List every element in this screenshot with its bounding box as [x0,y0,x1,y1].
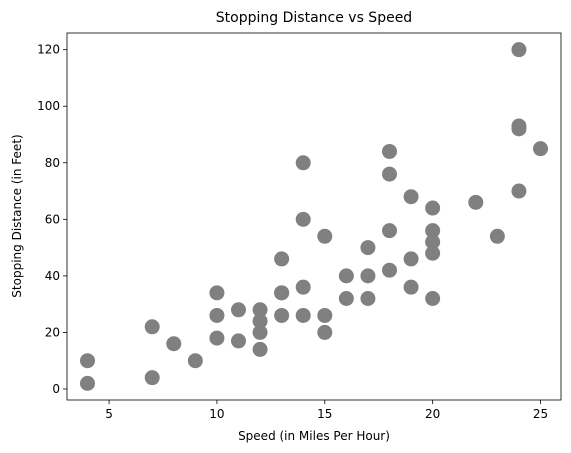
data-point [166,336,182,352]
data-point [317,324,333,340]
data-point [489,228,505,244]
data-point [295,279,311,295]
data-point [274,307,290,323]
data-point [425,290,441,306]
data-point [403,279,419,295]
axes-frame [66,32,562,401]
data-point [252,313,268,329]
y-tick-label: 40 [45,269,60,283]
data-point [382,262,398,278]
data-point [360,290,376,306]
y-tick-label: 120 [37,43,60,57]
data-point [209,330,225,346]
data-point [382,166,398,182]
x-tick-label: 20 [425,407,440,421]
x-tick-label: 25 [533,407,548,421]
data-point [209,307,225,323]
data-point [230,333,246,349]
data-point [425,245,441,261]
data-point [144,319,160,335]
data-point [533,141,549,157]
data-point [425,200,441,216]
data-point [79,353,95,369]
axis-ticks: 5 10 15 20 25 0 20 40 60 80 100 120 [37,43,548,421]
data-point [252,302,268,318]
data-point [425,234,441,250]
data-point [403,251,419,267]
data-point [274,251,290,267]
y-tick-label: 60 [45,212,60,226]
data-point [295,307,311,323]
data-point [338,268,354,284]
data-point [382,143,398,159]
chart-title: Stopping Distance vs Speed [216,10,412,26]
data-point [252,341,268,357]
plot-area [79,42,549,391]
x-tick-label: 5 [105,407,113,421]
data-point [252,324,268,340]
data-point [382,223,398,239]
x-tick-label: 15 [317,407,332,421]
data-point [425,223,441,239]
y-tick-label: 20 [45,325,60,339]
data-point [360,240,376,256]
data-point [187,353,203,369]
data-point [338,290,354,306]
data-point [295,211,311,227]
x-tick-label: 10 [209,407,224,421]
data-point [403,189,419,205]
data-point [295,155,311,171]
data-point [317,307,333,323]
data-point [230,302,246,318]
y-axis-label: Stopping Distance (in Feet) [10,134,24,297]
data-point [360,268,376,284]
data-point [511,118,527,134]
data-point [209,285,225,301]
data-point [144,370,160,386]
data-point [79,375,95,391]
y-tick-label: 0 [52,382,60,396]
data-point [468,194,484,210]
data-point [511,42,527,58]
data-point [317,228,333,244]
y-tick-label: 80 [45,156,60,170]
data-point [274,285,290,301]
y-tick-label: 100 [37,99,60,113]
data-point [511,183,527,199]
x-axis-label: Speed (in Miles Per Hour) [238,429,390,443]
